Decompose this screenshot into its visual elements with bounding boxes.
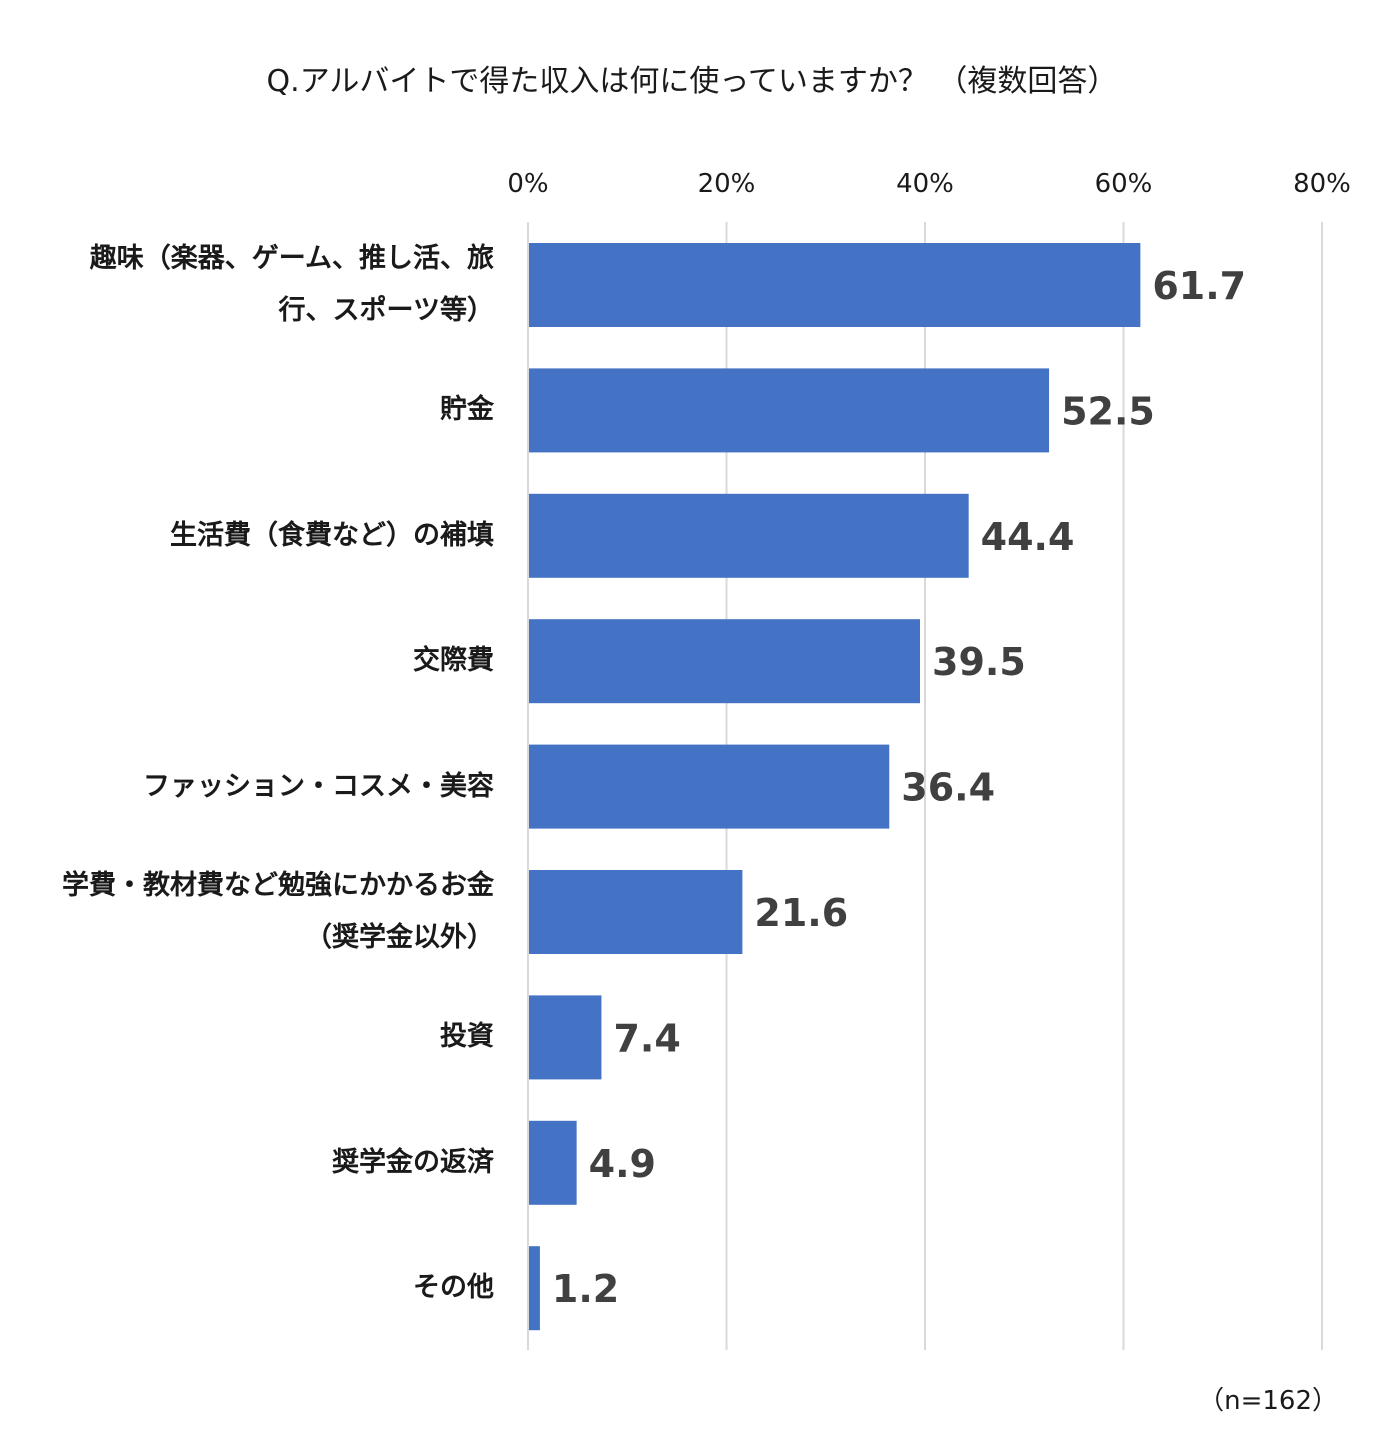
bar	[528, 744, 890, 829]
sample-size-note: （n=162）	[1198, 1386, 1338, 1416]
category-label-line: 投資	[440, 1021, 494, 1053]
value-label: 7.4	[613, 1016, 680, 1060]
category-label-line: 奨学金の返済	[332, 1146, 494, 1178]
category-label: 生活費（食費など）の補填	[4, 510, 494, 562]
category-label-line: 学費・教材費など勉強にかかるお金	[62, 870, 494, 901]
category-label-line: その他	[413, 1272, 494, 1304]
category-label-line: 趣味（楽器、ゲーム、推し活、旅	[89, 243, 494, 274]
value-label: 36.4	[901, 766, 995, 810]
category-label: 投資	[4, 1011, 494, 1063]
category-label-line: 交際費	[413, 645, 494, 677]
category-label-line: 生活費（食費など）の補填	[170, 519, 494, 551]
category-label-line: 貯金	[440, 394, 494, 426]
bar	[528, 368, 1050, 453]
bar	[528, 870, 743, 954]
bar	[528, 1120, 577, 1205]
category-label: 貯金	[4, 384, 494, 436]
value-label: 4.9	[589, 1142, 656, 1186]
x-tick-label: 20%	[698, 169, 756, 199]
value-label: 39.5	[932, 640, 1026, 684]
category-label: 交際費	[4, 635, 494, 687]
category-label-line: （奨学金以外）	[305, 922, 494, 953]
value-label: 52.5	[1061, 389, 1155, 433]
bar	[528, 493, 969, 578]
value-label: 44.4	[981, 515, 1075, 559]
bar	[528, 619, 921, 704]
category-label: 趣味（楽器、ゲーム、推し活、旅行、スポーツ等）	[4, 233, 494, 337]
x-tick-label: 60%	[1095, 169, 1153, 199]
bar	[528, 1246, 540, 1331]
category-label: ファッション・コスメ・美容	[4, 761, 494, 813]
category-label: その他	[4, 1262, 494, 1314]
chart-title: Q.アルバイトで得た収入は何に使っていますか？ （複数回答）	[266, 64, 1118, 99]
x-tick-label: 40%	[896, 169, 954, 199]
x-tick-label: 0%	[507, 169, 548, 199]
bar	[528, 995, 602, 1080]
category-label-line: ファッション・コスメ・美容	[143, 770, 494, 802]
value-label: 61.7	[1152, 264, 1246, 308]
value-label: 21.6	[754, 891, 848, 935]
category-label: 奨学金の返済	[4, 1137, 494, 1189]
value-label: 1.2	[552, 1267, 619, 1311]
x-tick-label: 80%	[1293, 169, 1351, 199]
category-label-line: 行、スポーツ等）	[278, 295, 494, 326]
bar	[528, 243, 1141, 327]
category-label: 学費・教材費など勉強にかかるお金 （奨学金以外）	[4, 860, 494, 964]
